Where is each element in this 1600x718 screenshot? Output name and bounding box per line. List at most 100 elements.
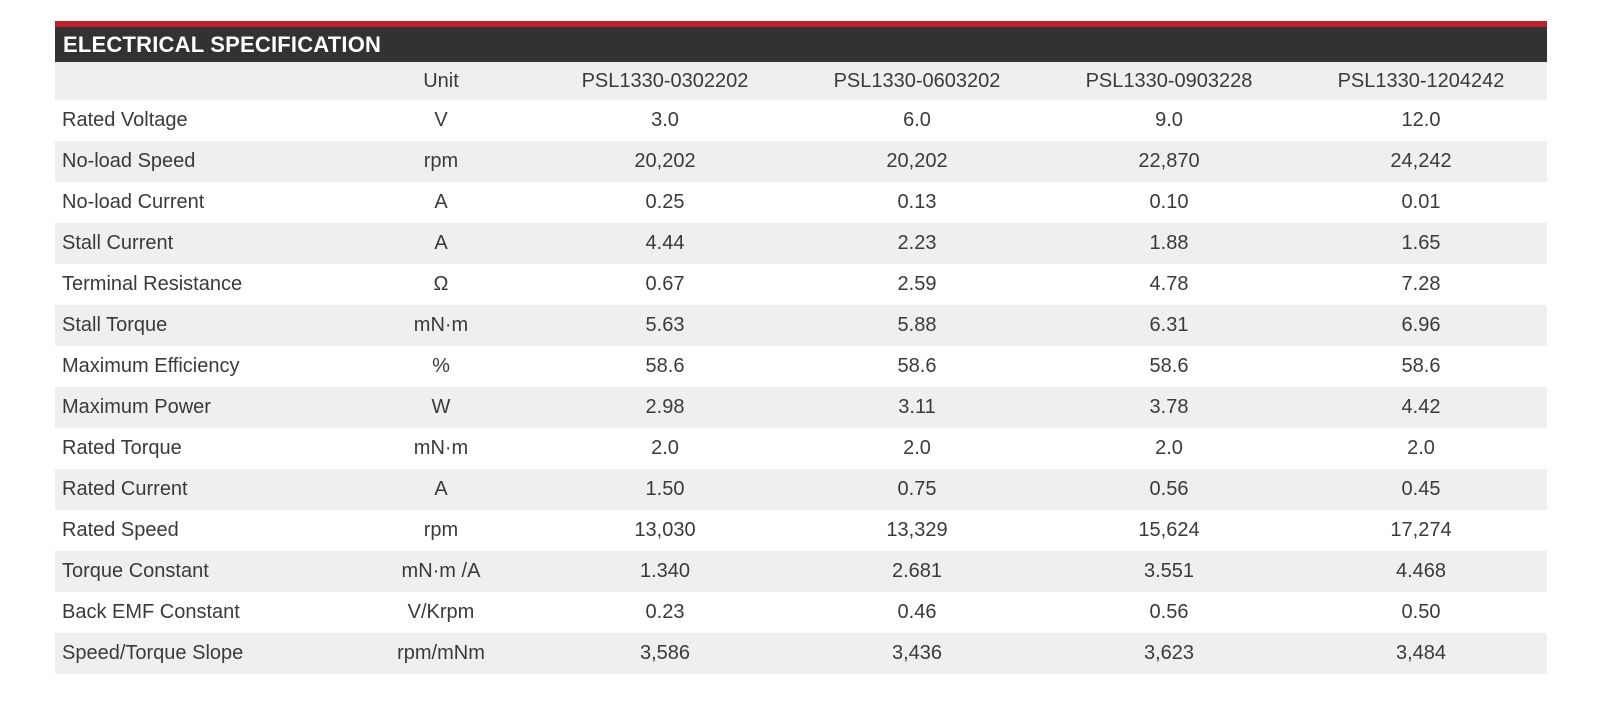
value-cell: 3.78 [1043, 387, 1295, 428]
unit-cell: mN·m [413, 437, 469, 459]
table-row: Stall Current A 4.44 2.23 1.88 1.65 [55, 223, 1547, 264]
section-header: ELECTRICAL SPECIFICATION [55, 27, 1547, 62]
value-cell: 6.96 [1295, 305, 1547, 346]
value-cell: 2.0 [651, 437, 679, 459]
value-cell: 13,030 [634, 519, 696, 541]
value-cell: 0.25 [645, 191, 685, 213]
value-cell: 20,202 [791, 141, 1043, 182]
value-cell: 22,870 [1043, 141, 1295, 182]
section-title: ELECTRICAL SPECIFICATION [63, 31, 382, 57]
value-cell: 58.6 [1401, 355, 1441, 377]
value-cell: 6.31 [1043, 305, 1295, 346]
unit-cell: A [343, 223, 539, 264]
value-cell: 3,623 [1043, 633, 1295, 674]
table-row: Rated Current A 1.50 0.75 0.56 0.45 [55, 469, 1547, 510]
value-cell: 7.28 [1401, 273, 1441, 295]
value-cell: 0.10 [1149, 191, 1189, 213]
row-label: No-load Current [62, 191, 205, 213]
value-cell: 4.78 [1149, 273, 1189, 295]
table-row: Maximum Power W 2.98 3.11 3.78 4.42 [55, 387, 1547, 428]
row-label: Maximum Power [55, 387, 343, 428]
unit-cell: rpm/mNm [343, 633, 539, 674]
value-cell: 5.88 [791, 305, 1043, 346]
unit-cell: V [434, 109, 448, 131]
value-cell: 17,274 [1390, 519, 1452, 541]
row-label: Maximum Efficiency [62, 355, 240, 377]
column-header: Unit [343, 62, 539, 100]
row-label: Back EMF Constant [62, 601, 240, 623]
value-cell: 3.551 [1043, 551, 1295, 592]
unit-cell: A [434, 191, 448, 213]
value-cell: 15,624 [1138, 519, 1200, 541]
value-cell: 3.0 [651, 109, 679, 131]
value-cell: 2.0 [1155, 437, 1183, 459]
unit-cell: A [343, 469, 539, 510]
value-cell: 3.11 [791, 387, 1043, 428]
value-cell: 0.46 [897, 601, 937, 623]
unit-cell: Ω [433, 273, 449, 295]
value-cell: 58.6 [1149, 355, 1189, 377]
value-cell: 9.0 [1155, 109, 1183, 131]
row-label: No-load Speed [55, 141, 343, 182]
row-label: Rated Torque [62, 437, 182, 459]
value-cell: 1.88 [1043, 223, 1295, 264]
row-label: Speed/Torque Slope [55, 633, 343, 674]
value-cell: 58.6 [645, 355, 685, 377]
value-cell: 2.0 [1407, 437, 1435, 459]
column-header: PSL1330-1204242 [1295, 62, 1547, 100]
table-row: Rated Voltage V 3.0 6.0 9.0 12.0 [55, 100, 1547, 141]
value-cell: 4.468 [1295, 551, 1547, 592]
table-row: No-load Current A 0.25 0.13 0.10 0.01 [55, 182, 1547, 223]
value-cell: 58.6 [897, 355, 937, 377]
row-label: Stall Torque [55, 305, 343, 346]
unit-cell: mN·m [343, 305, 539, 346]
unit-cell: W [343, 387, 539, 428]
value-cell: 24,242 [1295, 141, 1547, 182]
accent-bar [55, 21, 1547, 27]
table-row: Back EMF Constant V/Krpm 0.23 0.46 0.56 0.50 [55, 592, 1547, 633]
value-cell: 0.67 [645, 273, 685, 295]
value-cell: 0.75 [791, 469, 1043, 510]
value-cell: 1.340 [539, 551, 791, 592]
value-cell: 1.50 [539, 469, 791, 510]
value-cell: 1.65 [1295, 223, 1547, 264]
value-cell: 20,202 [539, 141, 791, 182]
row-label: Rated Voltage [62, 109, 188, 131]
table-row: Maximum Efficiency% 58.6 58.6 58.6 58.6 [55, 346, 1547, 387]
value-cell: 6.0 [903, 109, 931, 131]
value-cell: 3,484 [1295, 633, 1547, 674]
value-cell: 2.681 [791, 551, 1043, 592]
table-row: Torque Constant mN·m /A 1.340 2.681 3.551 4.4… [55, 551, 1547, 592]
value-cell: 4.44 [539, 223, 791, 264]
value-cell: 2.0 [903, 437, 931, 459]
value-cell: 0.56 [1043, 469, 1295, 510]
value-cell: 0.23 [645, 601, 685, 623]
column-header: PSL1330-0903228 [1043, 62, 1295, 100]
value-cell: 2.59 [897, 273, 937, 295]
value-cell: 0.13 [897, 191, 937, 213]
table-row: Rated Speed rpm 13,030 13,329 15,624 17,274 [55, 510, 1547, 551]
unit-cell: V/Krpm [407, 601, 475, 623]
spec-table-body: Rated Voltage V 3.0 6.0 9.0 12.0 No-load Speed… [55, 100, 1547, 674]
unit-cell: rpm [343, 141, 539, 182]
row-label: Stall Current [55, 223, 343, 264]
value-cell: 2.98 [539, 387, 791, 428]
row-label: Rated Current [55, 469, 343, 510]
row-label: Rated Speed [62, 519, 179, 541]
value-cell: 0.45 [1295, 469, 1547, 510]
column-header-row: Unit PSL1330-0302202 PSL1330-0603202 PSL133… [55, 62, 1547, 100]
value-cell: 13,329 [886, 519, 948, 541]
value-cell: 0.50 [1401, 601, 1441, 623]
value-cell: 0.56 [1149, 601, 1189, 623]
column-header: PSL1330-0603202 [791, 62, 1043, 100]
column-header-blank [55, 62, 343, 100]
value-cell: 0.01 [1401, 191, 1441, 213]
value-cell: 4.42 [1295, 387, 1547, 428]
value-cell: 3,436 [791, 633, 1043, 674]
table-row: Stall Torque mN·m 5.63 5.88 6.31 6.96 [55, 305, 1547, 346]
value-cell: 12.0 [1401, 109, 1441, 131]
unit-cell: rpm [423, 519, 459, 541]
table-row: No-load Speed rpm 20,202 20,202 22,870 24,242 [55, 141, 1547, 182]
table-row: Speed/Torque Slope rpm/mNm 3,586 3,436 3,623… [55, 633, 1547, 674]
unit-cell: % [432, 355, 450, 377]
